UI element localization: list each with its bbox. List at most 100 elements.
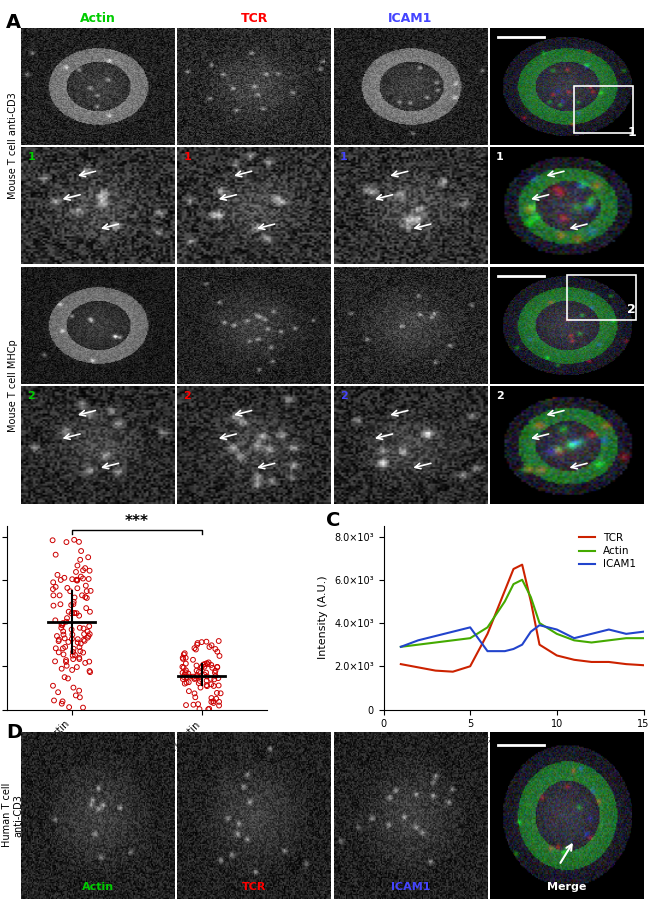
- Point: [70, 647, 80, 662]
- Point: [79, 621, 89, 635]
- Point: [213, 678, 224, 692]
- Text: Actin: Actin: [80, 12, 116, 25]
- Point: [60, 640, 70, 655]
- Text: TCR: TCR: [242, 882, 266, 892]
- Point: [62, 580, 73, 595]
- Point: [83, 550, 94, 565]
- Point: [64, 604, 74, 619]
- Point: [192, 668, 202, 682]
- Point: [198, 657, 209, 672]
- Point: [192, 637, 202, 652]
- Point: [68, 652, 79, 667]
- Point: [179, 667, 190, 681]
- ICAM1: [605, 624, 613, 635]
- Point: [58, 627, 69, 642]
- Point: [85, 583, 96, 598]
- Point: [68, 648, 78, 663]
- Point: [196, 635, 207, 649]
- Point: [84, 626, 95, 641]
- Point: [67, 632, 77, 646]
- Point: [61, 614, 72, 629]
- Point: [65, 584, 75, 599]
- Text: ***: ***: [125, 514, 148, 529]
- Point: [202, 669, 213, 684]
- Point: [81, 584, 92, 599]
- Line: ICAM1: ICAM1: [401, 625, 644, 651]
- ICAM1: [466, 622, 474, 633]
- Text: 1: 1: [27, 152, 35, 161]
- Point: [212, 660, 222, 675]
- TCR: [527, 596, 535, 607]
- Point: [50, 654, 60, 668]
- Text: C: C: [326, 511, 341, 530]
- TCR: [484, 628, 491, 639]
- Text: Mouse T cell anti-CD3: Mouse T cell anti-CD3: [8, 93, 18, 199]
- Actin: [622, 633, 630, 644]
- Y-axis label: Intensity (A.U.): Intensity (A.U.): [318, 576, 328, 659]
- TCR: [553, 650, 561, 661]
- Point: [73, 632, 83, 646]
- TCR: [640, 659, 647, 670]
- Point: [84, 604, 95, 619]
- Point: [74, 535, 85, 549]
- Point: [49, 693, 59, 708]
- Point: [63, 635, 73, 649]
- Point: [74, 608, 85, 623]
- Point: [194, 665, 204, 679]
- Point: [47, 581, 58, 596]
- Actin: [527, 591, 535, 602]
- Text: 1: 1: [627, 126, 636, 139]
- Point: [210, 642, 220, 657]
- Point: [202, 656, 212, 670]
- TCR: [570, 655, 578, 666]
- Point: [67, 663, 77, 678]
- Actin: [397, 641, 405, 652]
- ICAM1: [414, 635, 422, 646]
- Point: [53, 645, 64, 659]
- Point: [208, 696, 218, 711]
- Point: [58, 615, 68, 630]
- Point: [80, 561, 90, 576]
- Point: [203, 657, 213, 671]
- Point: [177, 666, 188, 680]
- Point: [192, 669, 202, 684]
- Point: [66, 623, 77, 637]
- Text: 2: 2: [340, 391, 348, 401]
- Point: [48, 598, 58, 613]
- Point: [74, 650, 85, 665]
- Point: [83, 571, 94, 586]
- ICAM1: [397, 641, 405, 652]
- Actin: [484, 622, 491, 633]
- Point: [68, 645, 78, 659]
- TCR: [605, 657, 613, 668]
- Point: [77, 588, 87, 602]
- Point: [55, 572, 66, 587]
- Point: [66, 598, 77, 613]
- Point: [213, 671, 224, 686]
- ICAM1: [640, 626, 647, 637]
- Point: [192, 635, 203, 650]
- ICAM1: [570, 633, 578, 644]
- Point: [54, 633, 64, 647]
- Point: [209, 672, 220, 687]
- Point: [68, 597, 79, 612]
- Actin: [640, 633, 647, 644]
- Point: [180, 665, 190, 679]
- ICAM1: [484, 646, 491, 657]
- Point: [193, 697, 203, 712]
- ICAM1: [449, 626, 457, 637]
- Point: [191, 658, 202, 673]
- Point: [206, 691, 216, 705]
- Point: [82, 591, 92, 605]
- Point: [50, 613, 60, 627]
- Point: [213, 634, 224, 648]
- Point: [184, 684, 194, 699]
- Point: [203, 702, 213, 716]
- Point: [68, 594, 79, 609]
- Point: [72, 606, 82, 621]
- Point: [214, 698, 224, 713]
- Point: [66, 606, 77, 621]
- Point: [178, 660, 188, 675]
- Point: [78, 646, 88, 660]
- Text: Human T cell
anti-CD3: Human T cell anti-CD3: [2, 783, 23, 847]
